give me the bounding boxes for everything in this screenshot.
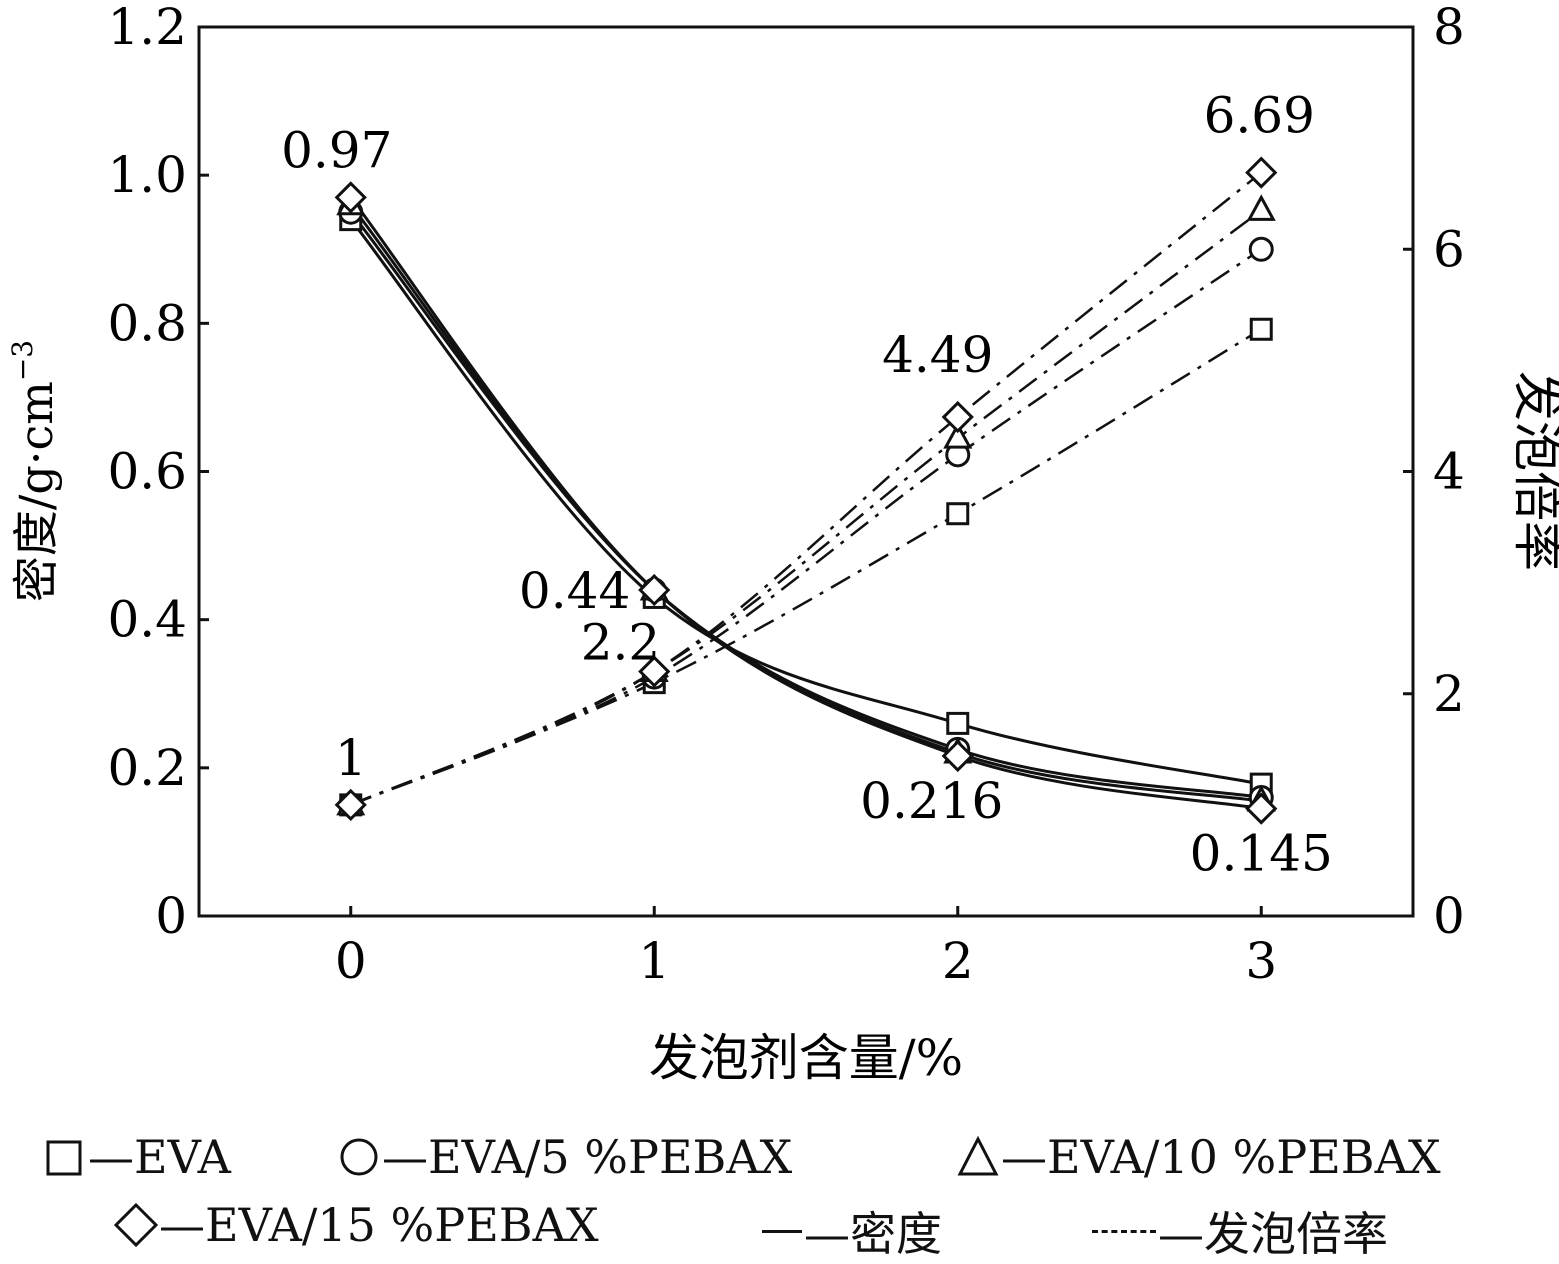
- point-diamond-3-0: [334, 181, 367, 214]
- point-diamond-7-1: [638, 655, 671, 688]
- right-axis-label: 发泡倍率: [1508, 371, 1559, 571]
- left-tick-label-0: 0: [155, 887, 187, 945]
- series-line-5: [350, 248, 1262, 807]
- data-label-6: 4.49: [882, 326, 993, 384]
- legend-row-1: —EVA —EVA/5 %PEBAX —EVA/10 %PEBAX: [0, 1130, 1559, 1184]
- x-tick-label-0: 0: [335, 932, 367, 990]
- data-label-4: 1: [335, 729, 367, 787]
- right-tick-label-4: 8: [1433, 0, 1465, 56]
- legend-row-2: —EVA/15 %PEBAX —密度 —发泡倍率: [0, 1198, 1559, 1261]
- legend-label-foaming-ratio: —发泡倍率: [1158, 1207, 1388, 1261]
- solid-line-icon: [762, 1229, 802, 1233]
- legend-item-eva-15-pebax: —EVA/15 %PEBAX: [113, 1198, 599, 1252]
- left-tick-label-5: 1.0: [107, 146, 187, 204]
- data-label-7: 6.69: [1204, 87, 1315, 145]
- left-axis-label-main: 密度/g·cm: [9, 381, 63, 602]
- series-line-4: [350, 328, 1262, 807]
- right-tick-label-2: 4: [1433, 443, 1465, 501]
- left-axis-label: 密度/g·cm−3: [6, 340, 63, 602]
- series-line-3: [349, 196, 1262, 811]
- legend-item-foaming-ratio: —发泡倍率: [1090, 1198, 1388, 1264]
- point-square-4-3: [1249, 317, 1273, 341]
- left-tick-label-6: 1.2: [107, 0, 187, 56]
- point-diamond-3-3: [1245, 792, 1278, 825]
- point-circle-5-3: [1248, 236, 1274, 262]
- left-tick-label-1: 0.2: [107, 739, 187, 797]
- series-line-6: [350, 209, 1263, 807]
- data-label-0: 0.97: [281, 121, 392, 179]
- data-label-1: 0.44: [519, 562, 630, 620]
- legend-item-eva-5-pebax: —EVA/5 %PEBAX: [336, 1130, 792, 1184]
- legend-label-eva-10-pebax: —EVA/10 %PEBAX: [1001, 1130, 1441, 1184]
- point-square-0-2: [946, 711, 970, 735]
- right-tick-label-0: 0: [1433, 887, 1465, 945]
- chart-svg: 0 1 2 3 0 0.2 0.4 0.6 0.8 1.0 1.2 0 2 4 6 8 发泡剂含量/% 密度/…: [6, 0, 1559, 1087]
- point-diamond-3-1: [638, 573, 671, 607]
- left-tick-label-3: 0.6: [107, 443, 187, 501]
- series-line-7: [350, 171, 1263, 807]
- right-tick-label-3: 6: [1433, 220, 1465, 278]
- point-triangle-6-2: [943, 422, 973, 449]
- legend-item-density: —密度: [760, 1198, 942, 1264]
- legend-item-eva: —EVA: [42, 1130, 231, 1184]
- dashed-line-icon: [1092, 1229, 1156, 1233]
- left-tick-label-4: 0.8: [107, 294, 187, 352]
- legend-label-density: —密度: [804, 1207, 942, 1261]
- x-tick-label-3: 3: [1245, 932, 1277, 990]
- triangle-icon: [957, 1135, 999, 1176]
- point-diamond-7-0: [334, 788, 367, 821]
- legend-label-eva: —EVA: [88, 1130, 231, 1184]
- point-diamond-3-2: [941, 739, 974, 773]
- x-axis-label: 发泡剂含量/%: [649, 1029, 963, 1087]
- legend-label-eva-5-pebax: —EVA/5 %PEBAX: [382, 1130, 793, 1184]
- left-axis-label-sup: −3: [6, 340, 39, 381]
- point-diamond-7-3: [1245, 156, 1278, 189]
- right-tick-label-1: 2: [1433, 665, 1465, 723]
- data-label-2: 0.216: [860, 772, 1003, 830]
- left-tick-label-2: 0.4: [107, 591, 187, 649]
- square-icon: [46, 1140, 82, 1176]
- point-triangle-6-3: [1246, 194, 1276, 221]
- x-tick-label-2: 2: [942, 932, 974, 990]
- x-tick-label-1: 1: [638, 932, 670, 990]
- circle-icon: [340, 1138, 378, 1176]
- legend-label-eva-15-pebax: —EVA/15 %PEBAX: [159, 1198, 599, 1252]
- point-square-4-2: [946, 502, 970, 526]
- legend-item-eva-10-pebax: —EVA/10 %PEBAX: [955, 1130, 1441, 1184]
- point-diamond-7-2: [941, 400, 974, 434]
- data-label-3: 0.145: [1190, 825, 1333, 883]
- series-line-0: [349, 218, 1262, 786]
- data-label-5: 2.2: [581, 614, 661, 672]
- series-line-1: [349, 211, 1262, 799]
- series-line-2: [349, 203, 1262, 803]
- diamond-icon: [113, 1202, 159, 1248]
